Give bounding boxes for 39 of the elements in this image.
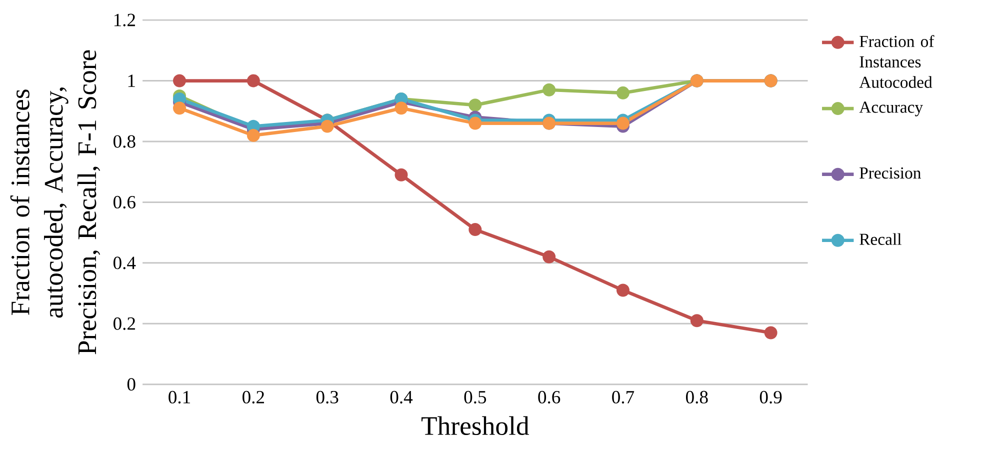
y-axis-title: Fraction of instances autocoded, Accuracy, Precision, Recall, F-1 Score bbox=[10, 50, 100, 354]
x-tick-label: 0.9 bbox=[760, 390, 782, 404]
y-tick-label: 1.2 bbox=[114, 14, 135, 26]
legend-label: Precision bbox=[860, 167, 921, 179]
point bbox=[468, 116, 482, 130]
x-tick-label: 0.8 bbox=[686, 390, 708, 404]
x-tick-label: 0.2 bbox=[242, 390, 264, 404]
point bbox=[616, 284, 630, 297]
x-tick-label: 0.6 bbox=[538, 390, 560, 404]
point bbox=[616, 116, 630, 130]
y-tick-label: 0.4 bbox=[114, 256, 136, 270]
point bbox=[468, 222, 482, 236]
point bbox=[542, 250, 556, 264]
x-tick-label: 0.4 bbox=[390, 390, 413, 404]
point bbox=[394, 101, 408, 114]
point bbox=[246, 128, 260, 142]
point bbox=[173, 101, 186, 114]
y-tick-label: 1 bbox=[128, 74, 135, 87]
y-tick-label: 0.6 bbox=[114, 196, 136, 208]
point bbox=[764, 326, 778, 340]
y-tick-label: 0.2 bbox=[114, 317, 135, 330]
x-tick-label: 0.1 bbox=[168, 390, 190, 404]
point bbox=[320, 120, 334, 133]
point bbox=[690, 314, 704, 327]
legend-label: Recall bbox=[860, 233, 902, 245]
point bbox=[542, 83, 556, 96]
point bbox=[468, 98, 482, 112]
x-tick-label: 0.3 bbox=[316, 390, 338, 404]
point bbox=[246, 74, 260, 88]
point bbox=[394, 168, 408, 182]
y-tick-label: 0 bbox=[127, 378, 136, 390]
y-tick-label: 0.8 bbox=[114, 135, 136, 148]
x-axis-title: Threshold bbox=[421, 416, 530, 435]
point bbox=[616, 86, 630, 100]
legend-label: Fraction of Instances Autocoded bbox=[859, 35, 934, 88]
x-tick-label: 0.5 bbox=[464, 390, 486, 404]
x-tick-label: 0.7 bbox=[612, 390, 634, 404]
legend-label: Accuracy bbox=[859, 102, 924, 116]
point bbox=[173, 74, 186, 88]
